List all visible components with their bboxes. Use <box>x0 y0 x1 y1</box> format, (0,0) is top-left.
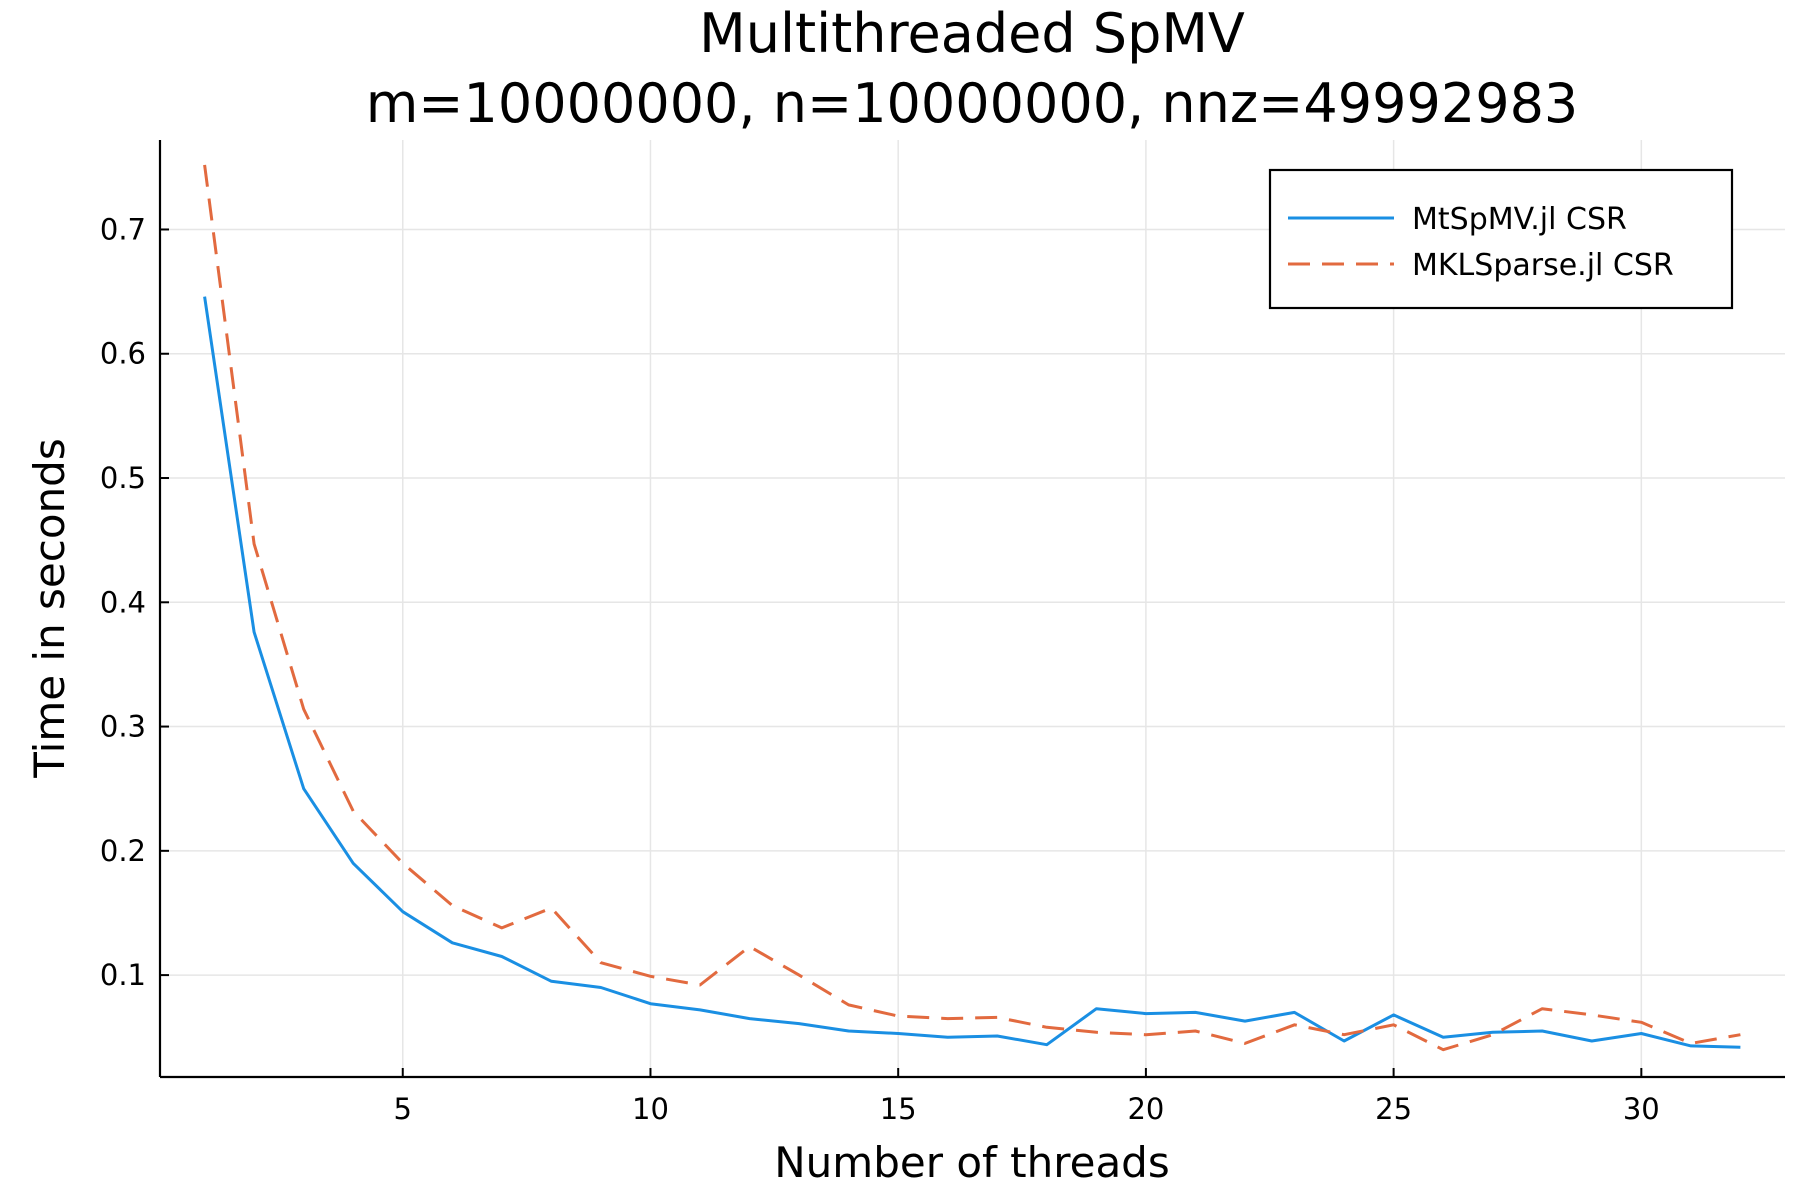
x-tick-label: 30 <box>1623 1092 1660 1126</box>
legend-label-mtspmv: MtSpMV.jl CSR <box>1412 202 1627 237</box>
y-tick-label: 0.2 <box>100 834 146 868</box>
y-tick-label: 0.1 <box>100 958 146 992</box>
y-tick-label: 0.6 <box>100 337 146 371</box>
y-axis-label: Time in seconds <box>25 438 74 778</box>
series-line-mklsparse <box>203 164 1741 1052</box>
x-tick-label: 10 <box>632 1092 669 1126</box>
x-tick-label: 15 <box>880 1092 917 1126</box>
x-axis-label: Number of threads <box>774 1138 1169 1187</box>
legend-box <box>1268 168 1734 310</box>
legend-label-mklsparse: MKLSparse.jl CSR <box>1412 248 1674 283</box>
y-tick-label: 0.4 <box>100 585 146 619</box>
chart-subtitle: m=10000000, n=10000000, nnz=49992983 <box>366 72 1579 135</box>
x-tick-label: 20 <box>1127 1092 1164 1126</box>
y-tick-label: 0.3 <box>100 710 146 744</box>
y-tick-label: 0.7 <box>100 212 146 246</box>
y-tick-label: 0.5 <box>100 461 146 495</box>
x-tick-label: 5 <box>394 1092 412 1126</box>
chart-title: Multithreaded SpMV <box>699 2 1245 65</box>
axes-layer <box>158 140 1785 1079</box>
x-tick-label: 25 <box>1375 1092 1412 1126</box>
legend: MtSpMV.jl CSR MKLSparse.jl CSR <box>1268 168 1734 310</box>
series-line-mtspmv <box>203 296 1741 1049</box>
series-layer <box>203 164 1741 1052</box>
ticks-layer: 5 10 15 20 25 30 0.1 0.2 0.3 0.4 0.5 0.6 0.7 <box>100 212 1660 1126</box>
